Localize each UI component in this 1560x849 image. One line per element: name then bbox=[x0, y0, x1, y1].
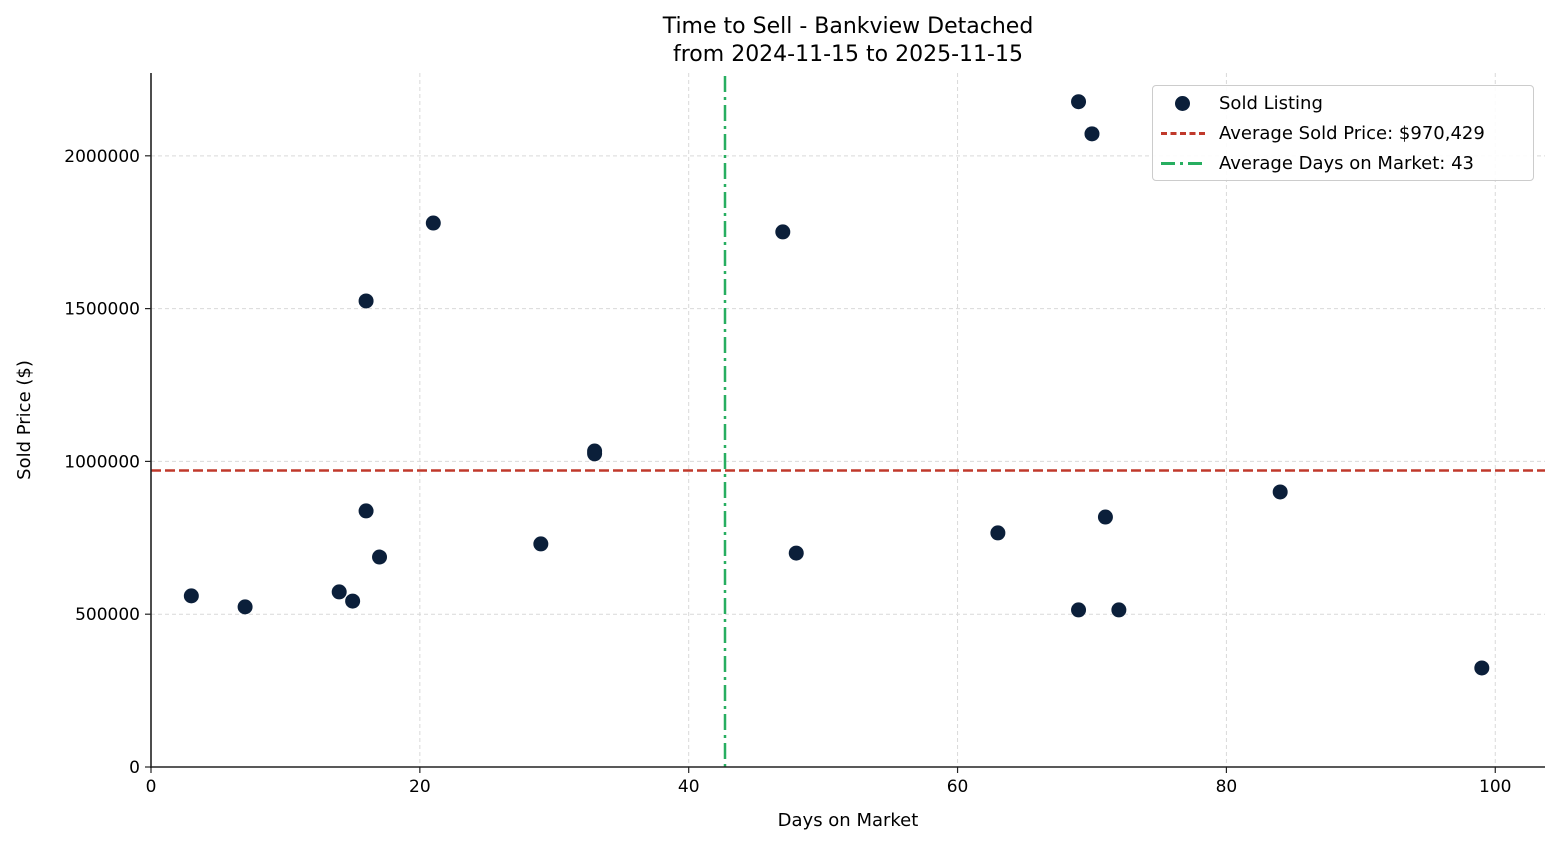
data-point bbox=[1071, 602, 1087, 618]
x-tick-label: 100 bbox=[1479, 777, 1511, 797]
y-tick-label: 500000 bbox=[75, 605, 140, 625]
data-point bbox=[587, 446, 603, 462]
chart-title: Time to Sell - Bankview Detached bbox=[662, 14, 1034, 39]
data-point bbox=[775, 224, 791, 240]
axes: 0 20 40 60 80 100 0 500000 1000000 1500000 2000000 bbox=[64, 73, 1545, 797]
data-point bbox=[425, 215, 441, 231]
x-axis-label: Days on Market bbox=[778, 810, 919, 831]
x-tick-label: 80 bbox=[1216, 777, 1238, 797]
data-point bbox=[358, 503, 374, 519]
data-point bbox=[358, 293, 374, 309]
data-point bbox=[990, 525, 1006, 541]
y-axis-label: Sold Price ($) bbox=[14, 360, 35, 480]
y-tick-label: 0 bbox=[129, 758, 140, 778]
legend-label: Sold Listing bbox=[1219, 92, 1323, 114]
legend-item-average-price: Average Sold Price: $970,429 bbox=[1153, 118, 1533, 148]
data-point bbox=[372, 549, 388, 565]
x-tick-label: 0 bbox=[146, 777, 157, 797]
legend-label: Average Days on Market: 43 bbox=[1219, 152, 1474, 174]
grid-lines bbox=[151, 73, 1545, 767]
scatter-marker-icon bbox=[1175, 96, 1190, 111]
data-point bbox=[1272, 484, 1288, 500]
data-point bbox=[237, 599, 253, 615]
data-point bbox=[1071, 94, 1087, 110]
y-tick-label: 1500000 bbox=[64, 300, 140, 320]
data-point bbox=[533, 536, 549, 552]
data-point bbox=[1084, 126, 1100, 142]
data-point bbox=[183, 588, 199, 604]
data-point bbox=[331, 584, 347, 600]
dashdot-line-icon bbox=[1161, 162, 1205, 165]
dashed-line-icon bbox=[1161, 132, 1205, 135]
x-tick-label: 60 bbox=[947, 777, 969, 797]
legend-label: Average Sold Price: $970,429 bbox=[1219, 122, 1485, 144]
x-tick-label: 20 bbox=[409, 777, 431, 797]
x-tick-label: 40 bbox=[678, 777, 700, 797]
y-tick-label: 1000000 bbox=[64, 452, 140, 472]
legend-item-sold-listing: Sold Listing bbox=[1153, 88, 1533, 118]
data-point bbox=[788, 545, 804, 561]
reference-lines bbox=[151, 76, 1545, 767]
data-point bbox=[1474, 660, 1490, 676]
data-points bbox=[183, 94, 1490, 676]
data-point bbox=[1097, 509, 1113, 525]
data-point bbox=[1111, 602, 1127, 618]
y-tick-label: 2000000 bbox=[64, 147, 140, 167]
legend-item-average-days: Average Days on Market: 43 bbox=[1153, 148, 1533, 178]
chart-subtitle: from 2024-11-15 to 2025-11-15 bbox=[673, 42, 1023, 67]
legend: Sold Listing Average Sold Price: $970,42… bbox=[1152, 85, 1534, 181]
data-point bbox=[345, 593, 361, 609]
